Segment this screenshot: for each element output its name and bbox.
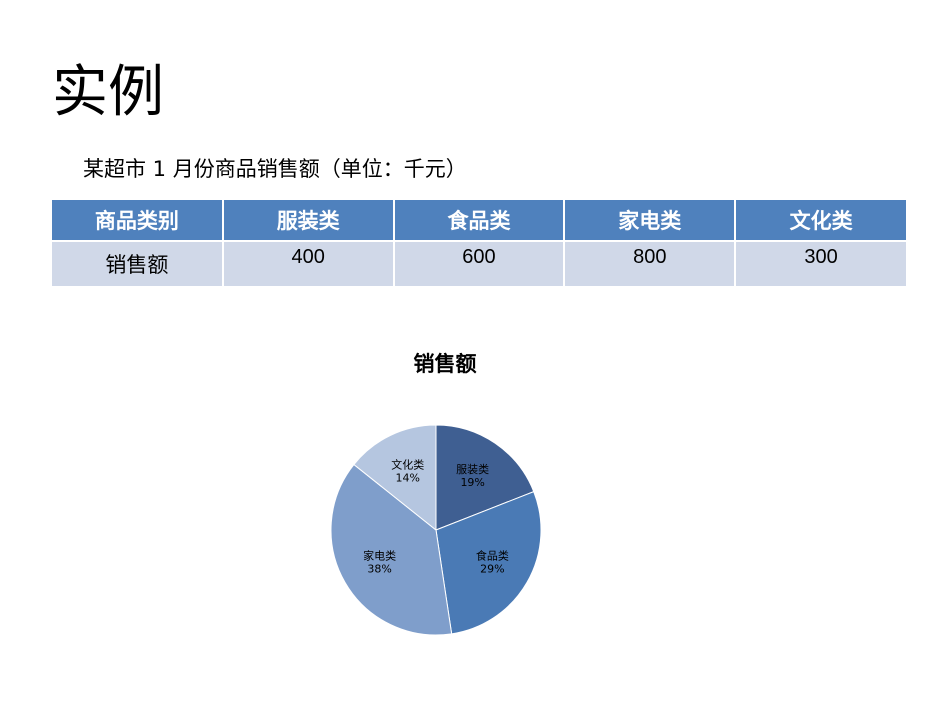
row-label-sales: 销售额: [52, 241, 224, 286]
header-culture: 文化类: [735, 200, 906, 242]
slide-title: 实例: [52, 60, 164, 125]
pie-slice-food: [435, 490, 542, 635]
slice-label-culture: 文化类: [391, 457, 424, 471]
slice-percent-food: 29%: [480, 563, 504, 576]
header-appliances: 家电类: [564, 200, 737, 242]
sales-table: 商品类别 服装类 食品类 家电类 文化类 销售额 400 600 800 300: [52, 200, 906, 286]
table-header-row: 商品类别 服装类 食品类 家电类 文化类: [52, 200, 906, 242]
slice-label-food: 食品类: [476, 549, 509, 563]
slice-percent-appliances: 38%: [367, 563, 391, 576]
cell-culture: 300: [735, 241, 906, 286]
pie-slice-clothing: [435, 424, 535, 531]
slice-percent-culture: 14%: [396, 471, 420, 484]
header-clothing: 服装类: [222, 200, 395, 242]
pie-slice-culture: [353, 424, 437, 532]
cell-food: 600: [393, 241, 566, 286]
header-category: 商品类别: [52, 200, 224, 242]
slice-percent-clothing: 19%: [460, 476, 484, 489]
cell-clothing: 400: [222, 241, 395, 286]
header-food: 食品类: [393, 200, 566, 242]
pie-slice-appliances: [330, 463, 453, 636]
table-row: 销售额 400 600 800 300: [52, 241, 906, 286]
table-caption: 某超市 1 月份商品销售额（单位：千元）: [83, 157, 467, 181]
slice-label-clothing: 服装类: [456, 462, 489, 476]
chart-title: 销售额: [413, 352, 477, 376]
cell-appliances: 800: [564, 241, 737, 286]
slice-label-appliances: 家电类: [363, 549, 396, 563]
